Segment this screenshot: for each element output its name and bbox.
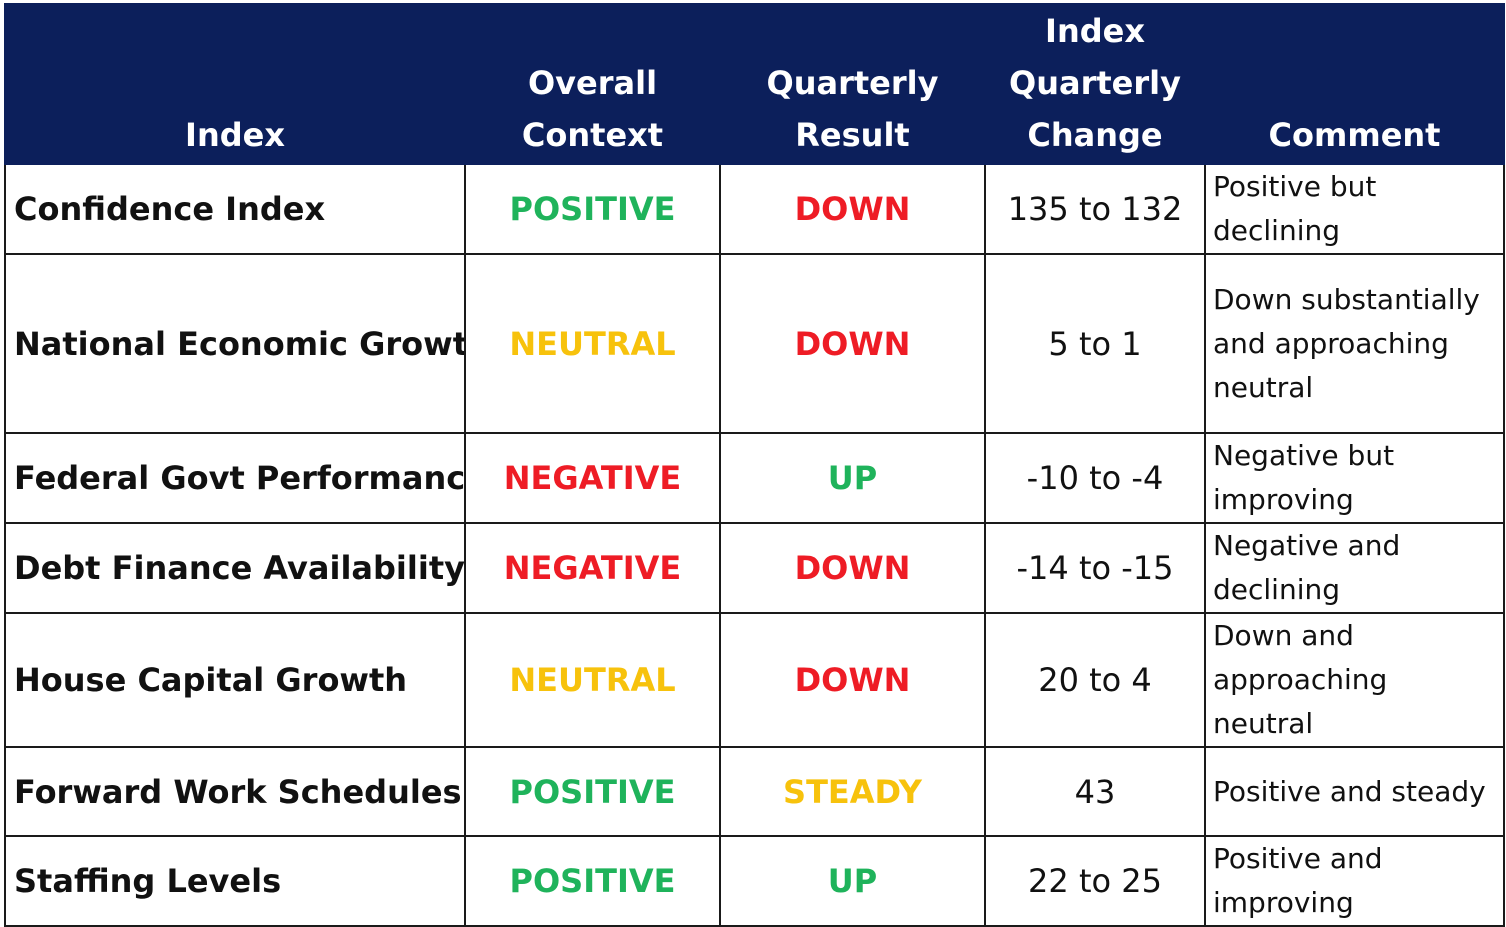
index-name-cell: Forward Work Schedules (4, 746, 466, 837)
comment-line: approaching (1213, 663, 1388, 696)
overall-context-cell: POSITIVE (464, 835, 721, 927)
comment-cell: Positive but declining (1204, 163, 1505, 255)
comment-line: Positive but (1213, 170, 1377, 203)
overall-context-cell: NEGATIVE (464, 522, 721, 614)
index-change-cell: -14 to -15 (984, 522, 1206, 614)
index-change-cell: 5 to 1 (984, 253, 1206, 434)
quarterly-result-cell: STEADY (719, 746, 986, 837)
table-row: Federal Govt Performance NEGATIVE UP -10 to… (4, 432, 1505, 524)
table-header: Index Overall Context Quarterly Result I… (4, 3, 1505, 165)
header-index-quarterly-change-line: Change (1027, 116, 1163, 154)
header-comment-line: Comment (1268, 116, 1441, 154)
header-index-line: Index (185, 116, 285, 154)
comment-cell: Down substantially and approaching neutral (1204, 253, 1505, 434)
comment-line: Positive and (1213, 842, 1383, 875)
header-quarterly-result-line: Result (795, 116, 910, 154)
table-row: Debt Finance Availability NEGATIVE DOWN -14… (4, 522, 1505, 614)
header-overall-context-line: Overall (527, 64, 658, 102)
comment-line: Negative but (1213, 439, 1395, 472)
comment-line: Down and (1213, 619, 1354, 652)
header-index-quarterly-change-line: Index (1045, 12, 1145, 50)
index-name-cell: Confidence Index (4, 163, 466, 255)
quarterly-result-cell: UP (719, 835, 986, 927)
table-body: Confidence Index POSITIVE DOWN 135 to 132 Po… (4, 163, 1505, 927)
quarterly-result-cell: DOWN (719, 612, 986, 748)
comment-line: declining (1213, 573, 1340, 606)
index-change-cell: 20 to 4 (984, 612, 1206, 748)
table-row: National Economic Growth NEUTRAL DOWN 5 to … (4, 253, 1505, 434)
comment-cell: Down and approaching neutral (1204, 612, 1505, 748)
header-index-quarterly-change: Index Quarterly Change (984, 3, 1206, 165)
header-index-quarterly-change-line: Quarterly (1009, 64, 1181, 102)
overall-context-cell: NEGATIVE (464, 432, 721, 524)
header-index: Index (4, 3, 466, 165)
overall-context-cell: NEUTRAL (464, 612, 721, 748)
table-row: House Capital Growth NEUTRAL DOWN 20 to 4 Do… (4, 612, 1505, 748)
index-name-cell: Debt Finance Availability (4, 522, 466, 614)
comment-line: Negative and (1213, 529, 1401, 562)
comment-line: and approaching (1213, 326, 1449, 360)
header-quarterly-result: Quarterly Result (719, 3, 986, 165)
comment-line: neutral (1213, 707, 1314, 740)
index-change-cell: 22 to 25 (984, 835, 1206, 927)
header-row: Index Overall Context Quarterly Result I… (4, 3, 1505, 165)
index-change-cell: 43 (984, 746, 1206, 837)
index-change-cell: 135 to 132 (984, 163, 1206, 255)
index-name-cell: Federal Govt Performance (4, 432, 466, 524)
table-row: Forward Work Schedules POSITIVE STEADY 43 Po… (4, 746, 1505, 837)
overall-context-cell: POSITIVE (464, 163, 721, 255)
index-name-cell: National Economic Growth (4, 253, 466, 434)
comment-line: improving (1213, 483, 1354, 516)
table-row: Staffing Levels POSITIVE UP 22 to 25 Positiv… (4, 835, 1505, 927)
comment-line: declining (1213, 214, 1340, 247)
index-name-cell: House Capital Growth (4, 612, 466, 748)
table-row: Confidence Index POSITIVE DOWN 135 to 132 Po… (4, 163, 1505, 255)
comment-cell: Negative but improving (1204, 432, 1505, 524)
quarterly-result-cell: DOWN (719, 522, 986, 614)
comment-line: neutral (1213, 370, 1314, 404)
index-name-cell: Staffing Levels (4, 835, 466, 927)
header-comment: Comment (1204, 3, 1505, 165)
header-quarterly-result-line: Quarterly (766, 64, 939, 102)
quarterly-result-cell: DOWN (719, 163, 986, 255)
comment-line: Positive and steady (1213, 774, 1486, 808)
comment-cell: Positive and improving (1204, 835, 1505, 927)
overall-context-cell: NEUTRAL (464, 253, 721, 434)
comment-line: Down substantially (1213, 282, 1480, 316)
comment-cell: Positive and steady (1204, 746, 1505, 837)
comment-cell: Negative and declining (1204, 522, 1505, 614)
header-overall-context-line: Context (521, 116, 664, 154)
comment-line: improving (1213, 886, 1354, 919)
quarterly-result-cell: UP (719, 432, 986, 524)
overall-context-cell: POSITIVE (464, 746, 721, 837)
index-change-cell: -10 to -4 (984, 432, 1206, 524)
index-summary-table: Index Overall Context Quarterly Result I… (4, 3, 1505, 927)
header-overall-context: Overall Context (464, 3, 721, 165)
quarterly-result-cell: DOWN (719, 253, 986, 434)
